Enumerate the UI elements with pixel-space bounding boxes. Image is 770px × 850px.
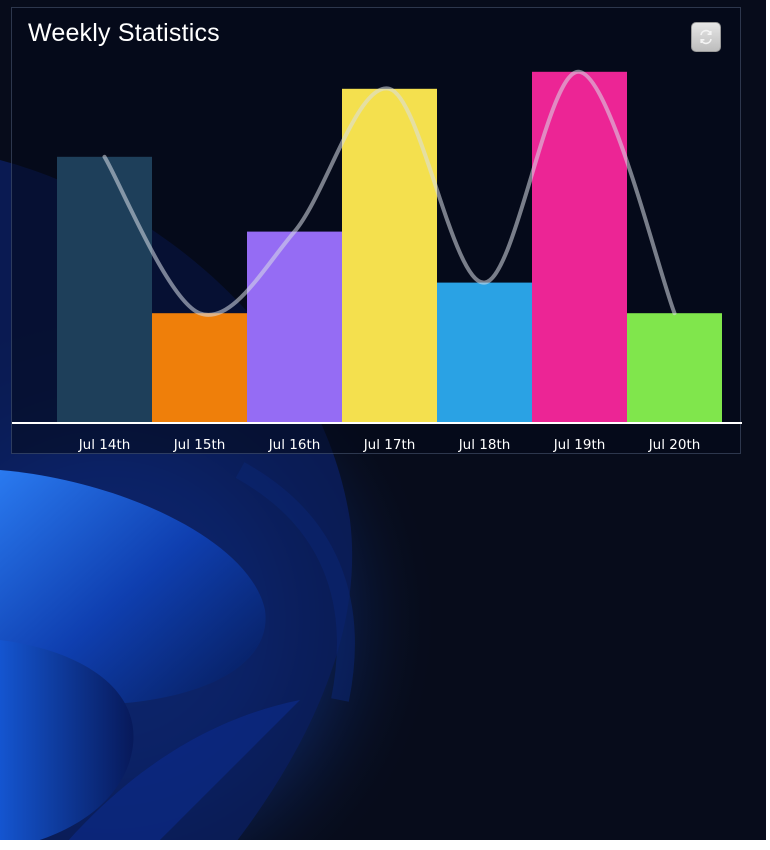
bottom-edge	[0, 840, 770, 850]
refresh-button[interactable]	[691, 22, 721, 52]
x-tick-label: Jul 17th	[363, 437, 416, 453]
bar-3	[247, 231, 342, 422]
bar-4	[342, 88, 437, 423]
x-tick-label: Jul 18th	[458, 437, 511, 453]
refresh-icon	[700, 29, 712, 45]
widget-title: Weekly Statistics	[28, 19, 220, 47]
x-tick-label: Jul 14th	[78, 437, 131, 453]
bar-chart: Jul 14th Jul 15th Jul 16th Jul 17th Jul 18th…	[12, 69, 742, 453]
x-tick-label: Jul 16th	[268, 437, 321, 453]
bar-1	[57, 156, 152, 423]
x-tick-label: Jul 19th	[553, 437, 606, 453]
x-tick-label: Jul 15th	[173, 437, 226, 453]
bar-2	[152, 313, 247, 422]
weekly-statistics-widget: Jul 14th Jul 15th Jul 16th Jul 17th Jul 18th…	[11, 7, 742, 454]
trend-line	[102, 69, 677, 317]
bars-group	[57, 71, 722, 423]
x-tick-label: Jul 20th	[648, 437, 701, 453]
bar-7	[627, 313, 722, 422]
bar-5	[437, 282, 532, 422]
right-edge	[766, 0, 770, 850]
x-axis-labels: Jul 14th Jul 15th Jul 16th Jul 17th Jul 18th…	[78, 437, 701, 453]
